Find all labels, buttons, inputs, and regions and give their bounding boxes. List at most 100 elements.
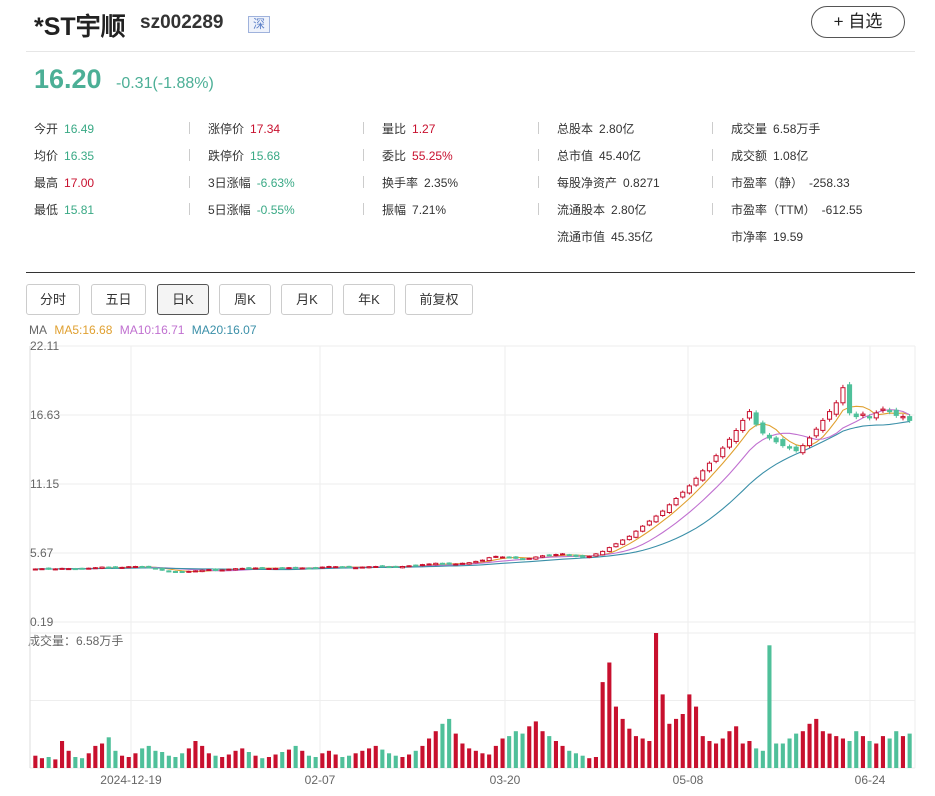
stat-item: 今开 16.49 [34, 120, 94, 137]
volume-bar [126, 757, 131, 768]
stat-separator [189, 203, 190, 215]
volume-bar [707, 741, 712, 768]
candle-body [353, 567, 359, 570]
volume-bar [807, 723, 812, 768]
volume-bar [560, 745, 565, 768]
candle-body [66, 568, 72, 571]
volume-bar [246, 752, 251, 768]
add-to-watchlist-button[interactable]: + 自选 [811, 6, 905, 38]
volume-bar [727, 731, 732, 768]
stat-item: 3日涨幅 -6.63% [208, 174, 295, 191]
candle-body [299, 567, 305, 570]
candle-body [379, 565, 385, 568]
tab-2[interactable]: 日K [157, 284, 209, 315]
candle-body [479, 559, 485, 562]
volume-bar [647, 741, 652, 768]
kline-chart[interactable]: 22.11 16.63 11.15 5.67 0.19 成交量：6.58万手 2024-12… [0, 338, 935, 796]
stat-separator [538, 203, 539, 215]
candle-body [660, 510, 666, 517]
y-tick-label: 0.19 [30, 615, 54, 629]
volume-bar [587, 758, 592, 768]
volume-bar [320, 753, 325, 768]
candle-body [313, 567, 319, 570]
volume-bar [700, 736, 705, 768]
stat-separator [363, 203, 364, 215]
volume-bar [440, 723, 445, 768]
candle-body [506, 556, 512, 559]
volume-bar [820, 731, 825, 768]
candle-body [346, 565, 352, 568]
candle-body [880, 408, 886, 411]
volume-bar [373, 745, 378, 768]
volume-bar [206, 753, 211, 768]
stat-item: 成交量 6.58万手 [731, 120, 820, 137]
candle-body [600, 550, 606, 556]
x-tick-label: 03-20 [490, 773, 521, 787]
ma10-line [35, 409, 910, 572]
stock-name: *ST宇顺 [34, 13, 126, 41]
volume-bar [73, 757, 78, 768]
tab-5[interactable]: 年K [343, 284, 395, 315]
ma5-line [35, 405, 910, 573]
stat-label: 最低 [34, 203, 59, 217]
candle-body [873, 412, 879, 419]
volume-bar [173, 757, 178, 768]
volume-bar [654, 633, 659, 768]
stat-item: 市盈率（TTM） -612.55 [731, 201, 862, 218]
volume-bar [93, 745, 98, 768]
volume-bar [260, 758, 265, 768]
stat-item: 流通市值 45.35亿 [557, 228, 653, 245]
candle-body [867, 416, 873, 419]
volume-bar [380, 749, 385, 768]
stat-label: 3日涨幅 [208, 176, 251, 190]
volume-bar [687, 694, 692, 768]
volume-bar [714, 743, 719, 768]
stat-separator [712, 149, 713, 161]
volume-bar [620, 718, 625, 768]
volume-bar [680, 714, 685, 768]
volume-bar [633, 736, 638, 768]
stat-label: 总股本 [557, 122, 594, 136]
stat-item: 总股本 2.80亿 [557, 120, 634, 137]
stat-label: 最高 [34, 176, 59, 190]
volume-bar [674, 718, 679, 768]
stat-label: 市盈率（静） [731, 176, 804, 190]
candle-body [847, 384, 853, 414]
tab-0[interactable]: 分时 [26, 284, 80, 315]
x-tick-label: 02-07 [305, 773, 336, 787]
volume-bar [720, 738, 725, 768]
volume-bar [160, 752, 165, 768]
candle-body [259, 567, 265, 570]
candle-body [246, 567, 252, 570]
candle-body [787, 446, 793, 449]
volume-bar [106, 737, 111, 768]
stat-label: 市净率 [731, 230, 768, 244]
volume-bar [226, 754, 231, 768]
volume-bar [387, 753, 392, 768]
tab-6[interactable]: 前复权 [405, 284, 473, 315]
candle-body [266, 568, 272, 570]
candle-body [626, 535, 632, 541]
tab-1[interactable]: 五日 [91, 284, 146, 315]
volume-bar [567, 750, 572, 768]
candle-body [139, 566, 145, 568]
candle-body [79, 567, 85, 570]
candle-body [52, 568, 58, 571]
volume-bar [300, 750, 305, 768]
candle-body [533, 556, 539, 560]
volume-bar [894, 731, 899, 768]
tab-3[interactable]: 周K [219, 284, 271, 315]
candle-body [426, 563, 432, 566]
candle-body [573, 554, 579, 557]
volume-bar [880, 736, 885, 768]
volume-bar [900, 736, 905, 768]
volume-bar [367, 748, 372, 768]
candle-body [733, 430, 739, 442]
ma20-line [35, 420, 910, 571]
volume-bar [407, 754, 412, 768]
tab-4[interactable]: 月K [281, 284, 333, 315]
volume-bar [273, 754, 278, 768]
ma5-legend: MA5:16.68 [54, 323, 113, 337]
volume-bar [66, 750, 71, 768]
volume-bar [39, 758, 44, 768]
